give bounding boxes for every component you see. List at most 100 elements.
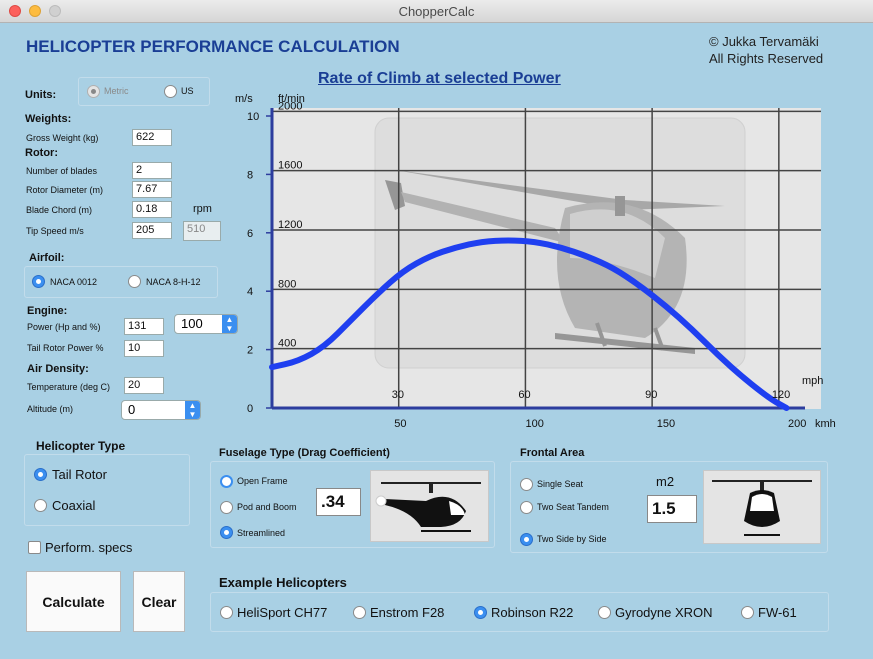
fuselage-image — [370, 470, 489, 542]
tick-label-ftmin: 800 — [278, 278, 296, 290]
perform-specs-label: Perform. specs — [45, 540, 133, 555]
fuselage-group — [210, 461, 495, 548]
frontal-area-image — [703, 470, 821, 544]
units-us-label: US — [181, 86, 194, 96]
single-seat-label: Single Seat — [537, 479, 584, 489]
tick-label-mph: 90 — [645, 389, 657, 401]
blade-chord-label: Blade Chord (m) — [26, 205, 93, 215]
tick-label-kmh: 200 — [788, 418, 806, 430]
engine-heading: Engine: — [27, 305, 68, 317]
drag-coefficient-output[interactable]: .34 — [316, 488, 361, 516]
y-axis-unit-ftmin: ft/min — [278, 93, 305, 105]
example-robinson-label: Robinson R22 — [491, 605, 574, 620]
streamlined-helicopter-icon — [375, 482, 481, 532]
tick-label-ftmin: 400 — [278, 338, 296, 350]
rotor-diameter-input[interactable]: 7.67 — [132, 181, 172, 198]
example-fw61-radio[interactable] — [741, 606, 754, 619]
y-axis-unit-ms: m/s — [235, 93, 253, 105]
frontal-area-group — [510, 461, 828, 553]
naca8h12-label: NACA 8-H-12 — [146, 277, 201, 287]
units-metric-label: Metric — [104, 86, 129, 96]
copyright: © Jukka Tervamäki All Rights Reserved — [709, 33, 823, 67]
example-robinson-radio[interactable] — [474, 606, 487, 619]
blades-label: Number of blades — [26, 166, 98, 176]
altitude-label: Altitude (m) — [27, 404, 74, 414]
example-helisport-label: HeliSport CH77 — [237, 605, 328, 620]
helicopter-type-group — [24, 454, 190, 526]
example-enstrom-label: Enstrom F28 — [370, 605, 445, 620]
naca0012-label: NACA 0012 — [50, 277, 98, 287]
perform-specs-checkbox[interactable] — [28, 541, 41, 554]
tick-label-kmh: 150 — [657, 418, 675, 430]
units-us-radio[interactable] — [164, 85, 177, 98]
calculate-button[interactable]: Calculate — [26, 571, 121, 632]
frontal-area-output[interactable]: 1.5 — [647, 495, 697, 523]
example-helisport-radio[interactable] — [220, 606, 233, 619]
tail-rotor-power-input[interactable]: 10 — [124, 340, 164, 357]
helicopter-type-heading: Helicopter Type — [36, 439, 126, 453]
airfoil-group — [24, 266, 218, 298]
clear-button[interactable]: Clear — [133, 571, 185, 632]
tail-rotor-radio[interactable] — [34, 468, 47, 481]
units-label: Units: — [25, 89, 57, 101]
tick-label-mph: 120 — [772, 389, 790, 401]
rotor-heading: Rotor: — [25, 147, 58, 159]
chart-series — [269, 237, 790, 411]
temperature-input[interactable]: 20 — [124, 377, 164, 394]
chart-title: Rate of Climb at selected Power — [318, 70, 561, 87]
rotor-diameter-label: Rotor Diameter (m) — [26, 185, 104, 195]
page-title: HELICOPTER PERFORMANCE CALCULATION — [26, 37, 400, 56]
altitude-select[interactable]: 0 ▲ ▼ — [121, 400, 201, 420]
tip-speed-label: Tip Speed m/s — [26, 226, 84, 236]
power-percent-select[interactable]: 100 ▲ ▼ — [174, 314, 238, 334]
power-percent-value: 100 — [181, 316, 203, 331]
open-frame-label: Open Frame — [237, 476, 288, 486]
rate-of-climb-line — [269, 237, 790, 411]
naca8h12-radio[interactable] — [128, 275, 141, 288]
naca0012-radio[interactable] — [32, 275, 45, 288]
power-label: Power (Hp and %) — [27, 322, 101, 332]
coaxial-label: Coaxial — [52, 498, 96, 513]
tick-label-kmh: 100 — [526, 418, 544, 430]
units-metric-radio[interactable] — [87, 85, 100, 98]
power-input[interactable]: 131 — [124, 318, 164, 335]
temperature-label: Temperature (deg C) — [27, 382, 111, 392]
gross-weight-input[interactable]: 622 — [132, 129, 172, 146]
blades-input[interactable]: 2 — [132, 162, 172, 179]
units-group — [78, 77, 210, 106]
tick-label-ms: 10 — [247, 111, 259, 123]
air-density-heading: Air Density: — [27, 363, 89, 375]
frontal-area-unit: m2 — [656, 474, 675, 489]
minimize-window-button[interactable] — [29, 5, 41, 17]
single-seat-radio[interactable] — [520, 478, 533, 491]
tick-label-ftmin: 1200 — [278, 219, 302, 231]
x-axis-unit-kmh: kmh — [815, 418, 836, 430]
front-view-helicopter-icon — [712, 480, 812, 536]
pod-and-boom-radio[interactable] — [220, 501, 233, 514]
example-gyrodyne-radio[interactable] — [598, 606, 611, 619]
blade-chord-input[interactable]: 0.18 — [132, 201, 172, 218]
gross-weight-label: Gross Weight (kg) — [26, 133, 99, 143]
close-window-button[interactable] — [9, 5, 21, 17]
x-axis-unit-mph: mph — [802, 375, 823, 387]
tail-rotor-label: Tail Rotor — [52, 467, 107, 482]
chart-gridlines — [272, 108, 821, 408]
open-frame-radio[interactable] — [220, 475, 233, 488]
streamlined-radio[interactable] — [220, 526, 233, 539]
tick-label-mph: 30 — [392, 389, 404, 401]
two-seat-tandem-label: Two Seat Tandem — [537, 502, 609, 512]
weights-heading: Weights: — [25, 113, 72, 125]
two-side-by-side-radio[interactable] — [520, 533, 533, 546]
tick-label-ms: 4 — [247, 286, 253, 298]
example-enstrom-radio[interactable] — [353, 606, 366, 619]
window-title: ChopperCalc — [398, 4, 475, 19]
two-seat-tandem-radio[interactable] — [520, 501, 533, 514]
tick-label-ftmin: 2000 — [278, 100, 302, 112]
example-gyrodyne-label: Gyrodyne XRON — [615, 605, 713, 620]
coaxial-radio[interactable] — [34, 499, 47, 512]
streamlined-label: Streamlined — [237, 528, 286, 538]
zoom-window-button[interactable] — [49, 5, 61, 17]
tick-label-ms: 8 — [247, 169, 253, 181]
tip-speed-input[interactable]: 205 — [132, 222, 172, 239]
